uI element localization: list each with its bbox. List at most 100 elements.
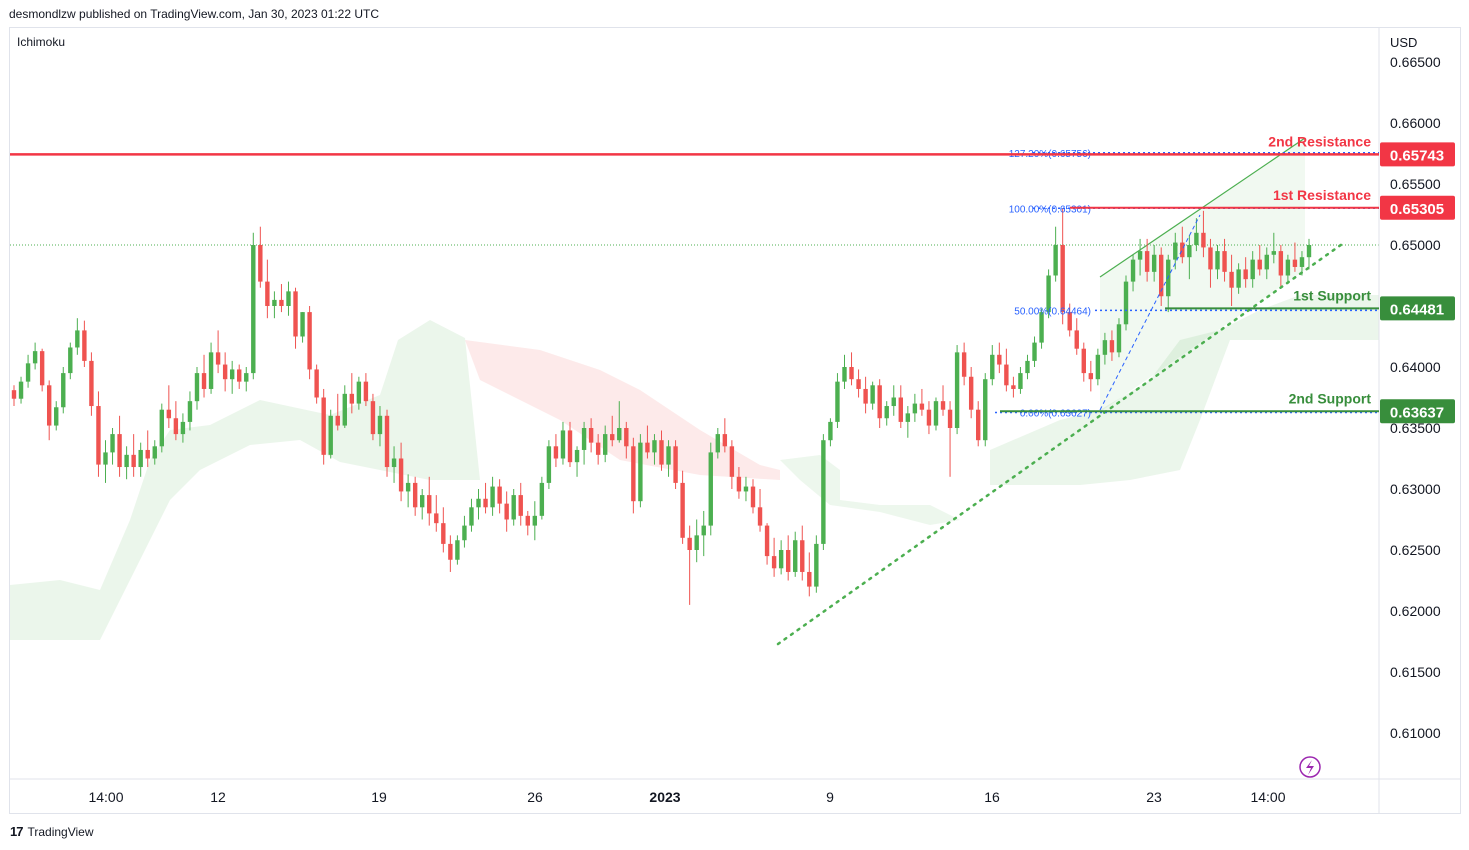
candle-body xyxy=(1102,340,1108,355)
candle-body xyxy=(194,373,200,402)
ichimoku-cloud-green-mid xyxy=(780,455,960,525)
candle-body xyxy=(32,351,38,364)
candle-body xyxy=(940,401,946,410)
candle-body xyxy=(75,330,80,348)
candle-body xyxy=(504,503,509,520)
candle-body xyxy=(532,515,538,526)
candle-body xyxy=(976,409,981,441)
candle-body xyxy=(1144,251,1150,272)
candle-body xyxy=(469,507,474,526)
candle-body xyxy=(1180,242,1185,258)
candle-body xyxy=(849,367,854,380)
candle-body xyxy=(54,407,59,426)
candle-body xyxy=(1257,259,1262,270)
candle-body xyxy=(237,369,242,382)
candle-body xyxy=(807,571,812,587)
candle-body xyxy=(201,373,207,389)
y-tick-label: 0.61500 xyxy=(1390,664,1441,680)
x-tick-label: 19 xyxy=(371,789,387,805)
candle-body xyxy=(750,486,756,508)
candle-body xyxy=(1292,259,1298,267)
candle-body xyxy=(898,397,903,422)
candle-body xyxy=(539,482,545,516)
candle-body xyxy=(680,482,685,538)
candle-body xyxy=(1151,254,1157,272)
fib-level-label: 100.00%(0.65301) xyxy=(1009,204,1091,215)
candle-body xyxy=(1053,245,1058,276)
level-label-resistance: 1st Resistance xyxy=(1273,187,1371,203)
candle-body xyxy=(391,458,397,468)
x-tick-label: 23 xyxy=(1146,789,1162,805)
candle-body xyxy=(321,397,326,455)
candle-body xyxy=(778,550,784,569)
candle-body xyxy=(96,406,101,465)
x-tick-label: 16 xyxy=(984,789,1000,805)
candle-body xyxy=(518,495,523,516)
candle-body xyxy=(736,476,742,492)
candle-body xyxy=(785,550,791,572)
fib-level-label: 0.00%(0.63627) xyxy=(1020,409,1091,420)
candle-body xyxy=(258,245,263,282)
candle-body xyxy=(307,312,312,370)
tradingview-brand-text: TradingView xyxy=(27,824,94,839)
candle-body xyxy=(793,540,798,572)
indicator-label-ichimoku[interactable]: Ichimoku xyxy=(17,35,66,49)
candle-body xyxy=(1271,251,1277,255)
fib-level-label: 50.00%(0.64464) xyxy=(1014,306,1091,317)
candle-body xyxy=(405,482,411,492)
candle-body xyxy=(652,440,657,453)
candle-body xyxy=(997,354,1002,365)
candle-body xyxy=(1264,254,1269,270)
candle-body xyxy=(983,379,988,441)
y-tick-label: 0.63500 xyxy=(1390,420,1441,436)
candle-body xyxy=(1081,348,1086,374)
candle-body xyxy=(990,354,995,380)
candle-body xyxy=(208,352,214,389)
candle-body xyxy=(821,440,826,544)
candle-body xyxy=(933,401,939,426)
price-tag-resistance xyxy=(1380,195,1455,220)
candle-body xyxy=(314,369,319,398)
y-tick-label: 0.62500 xyxy=(1390,542,1441,558)
candle-body xyxy=(89,360,94,407)
candle-body xyxy=(546,446,552,483)
candle-body xyxy=(441,523,446,544)
candle-body xyxy=(511,495,516,520)
candle-body xyxy=(722,434,728,447)
candle-body xyxy=(687,537,692,550)
candle-body xyxy=(103,452,108,465)
candle-body xyxy=(666,446,671,465)
candle-body xyxy=(300,312,305,337)
candle-body xyxy=(560,430,566,459)
candle-body xyxy=(187,401,193,422)
candle-body xyxy=(215,352,221,365)
candle-body xyxy=(476,498,481,508)
price-tag-label: 0.65305 xyxy=(1390,201,1444,218)
candle-body xyxy=(39,351,45,386)
candle-body xyxy=(1236,269,1241,288)
candle-body xyxy=(835,381,840,422)
candle-body xyxy=(448,543,453,560)
candle-body xyxy=(870,385,875,404)
currency-label[interactable]: USD xyxy=(1390,35,1418,50)
candle-body xyxy=(1060,245,1065,313)
candle-body xyxy=(279,299,284,306)
candle-body xyxy=(638,442,643,502)
candle-body xyxy=(919,403,925,410)
y-tick-label: 0.65500 xyxy=(1390,176,1441,192)
candle-body xyxy=(1004,364,1009,386)
candle-body xyxy=(1025,360,1030,374)
candle-body xyxy=(863,388,868,404)
candle-body xyxy=(1201,232,1206,248)
tradingview-branding[interactable]: 17 TradingView xyxy=(10,824,94,839)
candle-body xyxy=(588,428,594,443)
candle-body xyxy=(574,449,580,463)
candle-body xyxy=(947,409,953,428)
candle-body xyxy=(427,495,432,514)
price-tag-label: 0.64481 xyxy=(1390,301,1444,318)
candle-body xyxy=(701,525,706,536)
candle-body xyxy=(1018,373,1023,389)
candle-body xyxy=(645,442,650,453)
candle-body xyxy=(342,393,347,426)
